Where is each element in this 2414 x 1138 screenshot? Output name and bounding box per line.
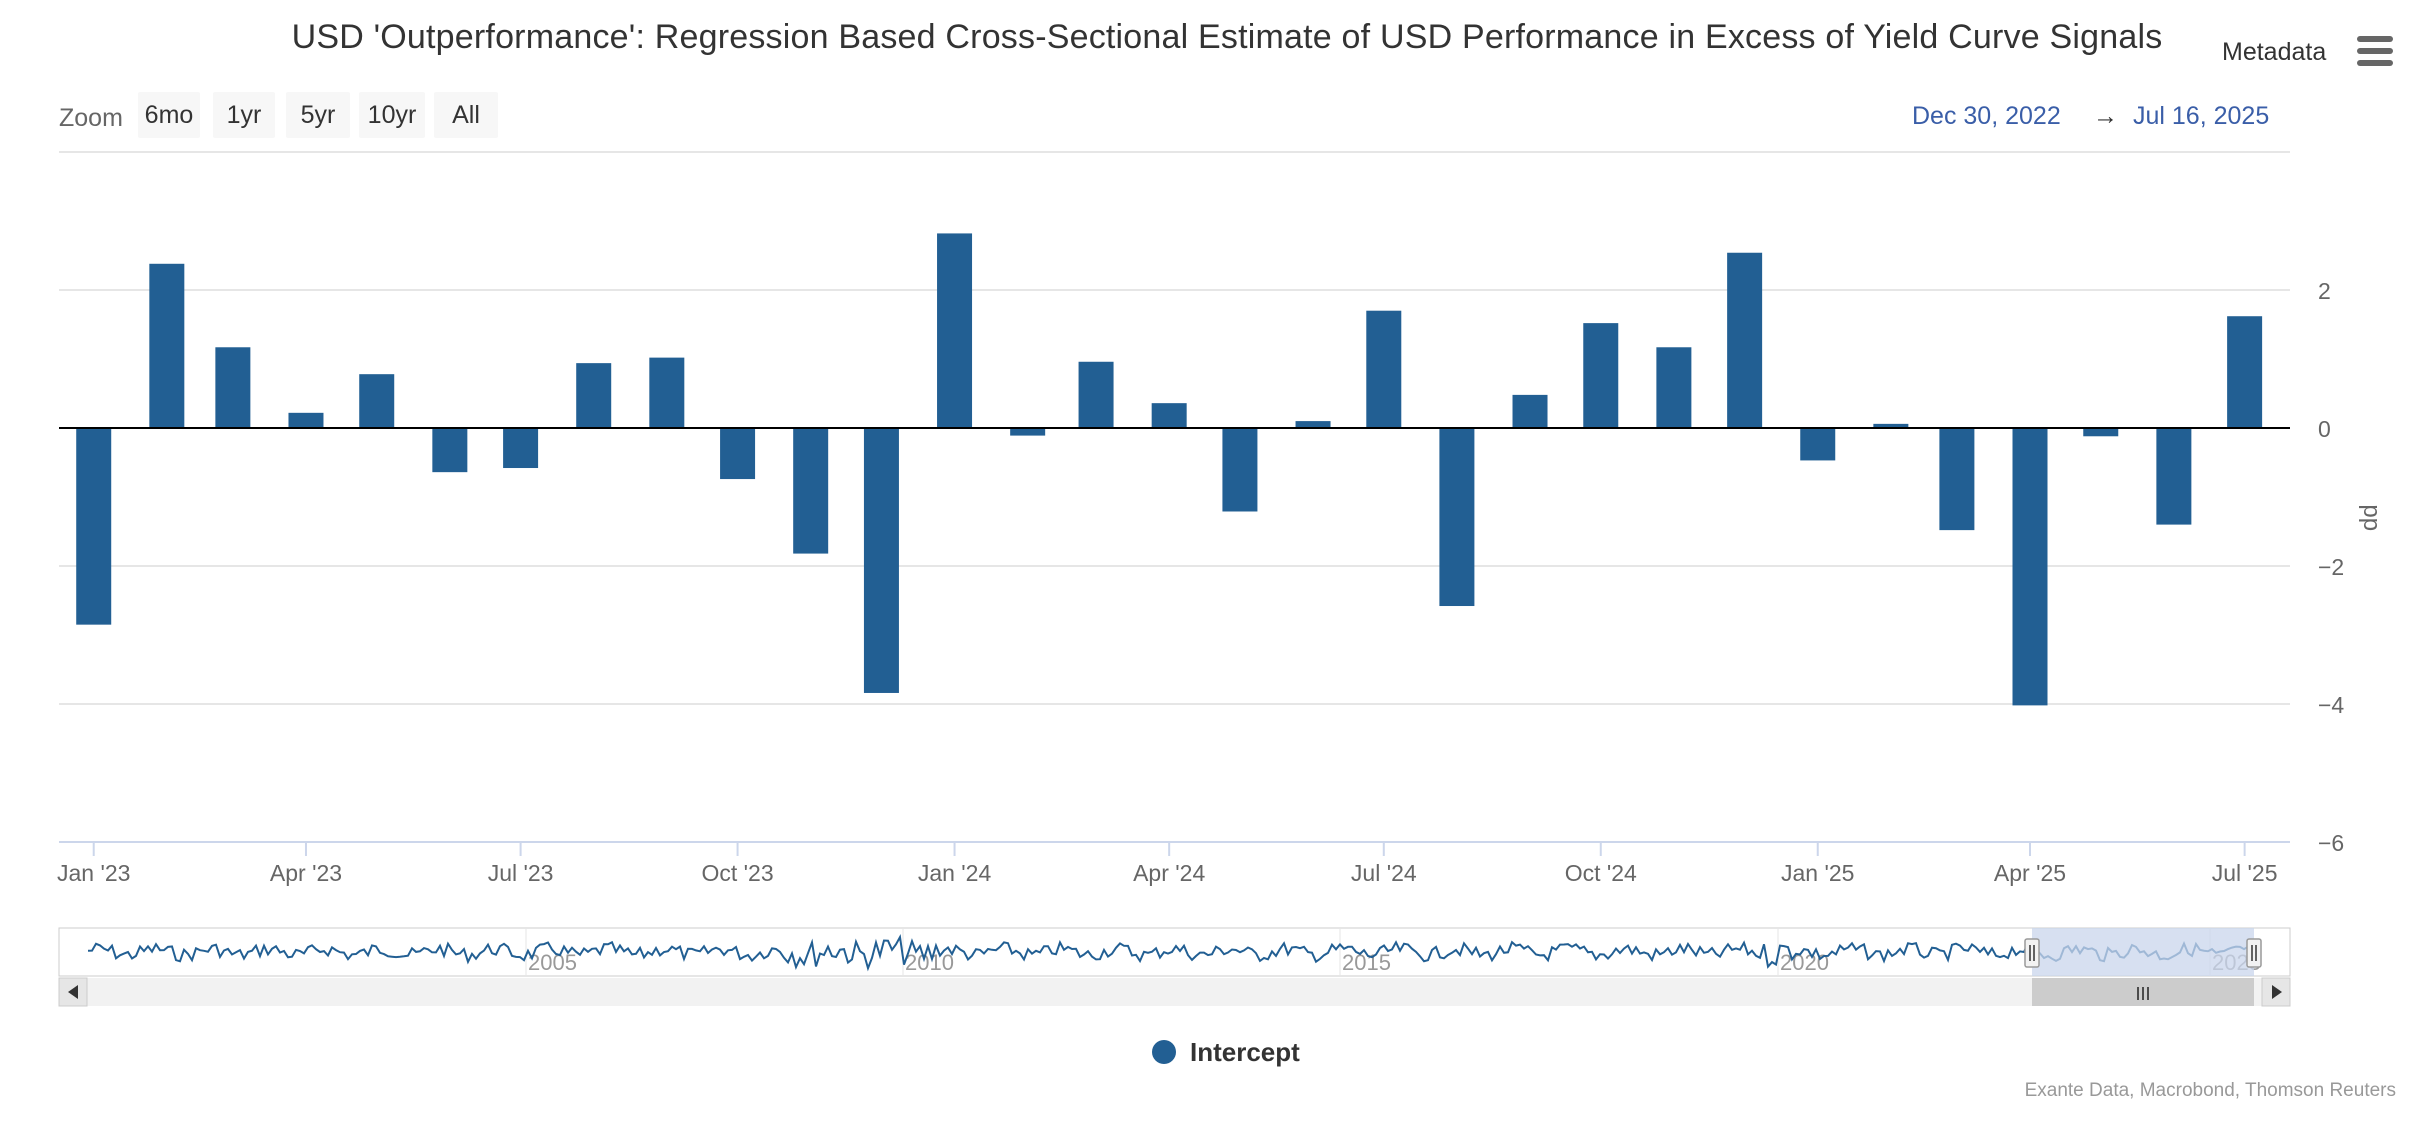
zoom-5yr-button[interactable]: 5yr [286, 92, 350, 138]
x-tick-label: Oct '24 [1565, 860, 1637, 886]
navigator-handle[interactable] [2024, 938, 2040, 968]
bar[interactable] [1295, 421, 1331, 428]
bar[interactable] [1512, 394, 1548, 428]
x-tick-label: Jul '24 [1351, 860, 1417, 886]
x-tick-label: Apr '25 [1994, 860, 2066, 886]
bar[interactable] [2012, 428, 2048, 706]
bar[interactable] [793, 428, 829, 554]
bar[interactable] [1800, 428, 1836, 461]
scrollbar-track[interactable] [59, 978, 2290, 1006]
bar[interactable] [432, 428, 468, 473]
x-tick-label: Apr '24 [1133, 860, 1205, 886]
bar[interactable] [1366, 310, 1402, 428]
y-tick-label: −6 [2318, 830, 2344, 856]
bar[interactable] [576, 363, 612, 428]
x-tick-label: Jul '25 [2212, 860, 2278, 886]
scrollbar-thumb[interactable] [2032, 978, 2254, 1006]
y-tick-label: −2 [2318, 554, 2344, 580]
bar[interactable] [1583, 323, 1619, 428]
chart-credits: Exante Data, Macrobond, Thomson Reuters [2024, 1080, 2396, 1101]
hamburger-menu-icon[interactable] [2357, 36, 2393, 66]
zoom-all-button[interactable]: All [434, 92, 498, 138]
x-tick-label: Jan '23 [57, 860, 130, 886]
bar[interactable] [359, 374, 395, 428]
bar[interactable] [1010, 428, 1046, 436]
y-tick-label: −4 [2318, 692, 2344, 718]
bar[interactable] [1078, 361, 1114, 428]
bar[interactable] [649, 357, 685, 428]
bar[interactable] [503, 428, 539, 469]
zoom-1yr-button[interactable]: 1yr [213, 92, 275, 138]
x-tick-label: Jan '24 [918, 860, 992, 886]
y-tick-label: 0 [2318, 416, 2331, 442]
bar[interactable] [1727, 252, 1763, 428]
scrollbar-grip: III [2135, 984, 2150, 1004]
bar[interactable] [863, 428, 899, 693]
bar[interactable] [1222, 428, 1258, 512]
navigator-series-line [87, 934, 2249, 972]
range-to-date[interactable]: Jul 16, 2025 [2133, 102, 2270, 130]
bar[interactable] [1873, 423, 1909, 428]
bar[interactable] [1439, 428, 1475, 607]
navigator-frame [58, 927, 2291, 977]
metadata-link[interactable]: Metadata [2222, 38, 2327, 66]
bar[interactable] [937, 233, 973, 428]
zoom-10yr-button[interactable]: 10yr [359, 92, 425, 138]
bar[interactable] [2083, 428, 2119, 437]
range-arrow: → [2093, 102, 2118, 130]
navigator-handle[interactable] [2246, 938, 2262, 968]
x-tick-label: Apr '23 [270, 860, 342, 886]
navigator-selection-mask[interactable] [2032, 928, 2254, 976]
chart-title: USD 'Outperformance': Regression Based C… [291, 18, 2163, 56]
bar[interactable] [1939, 428, 1975, 531]
menu-bar [2357, 60, 2393, 66]
chevron-right-icon [2272, 985, 2282, 999]
bar[interactable] [1656, 347, 1692, 428]
bar[interactable] [2227, 316, 2263, 428]
bar[interactable] [76, 428, 112, 625]
legend-item-intercept[interactable]: Intercept [1152, 1036, 1300, 1068]
zoom-6mo-button[interactable]: 6mo [138, 92, 200, 138]
x-tick-label: Jul '23 [488, 860, 554, 886]
menu-bar [2357, 48, 2393, 54]
x-tick-label: Jan '25 [1781, 860, 1854, 886]
menu-bar [2357, 36, 2393, 42]
bar[interactable] [720, 428, 756, 480]
navigator-year-label: 2005 [528, 950, 577, 975]
zoom-label: Zoom [59, 104, 123, 132]
bar[interactable] [149, 263, 185, 428]
range-from-date[interactable]: Dec 30, 2022 [1912, 102, 2061, 130]
x-tick-label: Oct '23 [701, 860, 773, 886]
bar[interactable] [288, 412, 324, 428]
bar[interactable] [1151, 403, 1187, 428]
legend-label: Intercept [1190, 1036, 1300, 1067]
navigator-year-label: 2020 [1780, 950, 1829, 975]
chevron-left-icon [68, 985, 78, 999]
y-axis-title: pp [2358, 504, 2385, 531]
legend-marker [1152, 1040, 1176, 1064]
y-tick-label: 2 [2318, 278, 2331, 304]
bar[interactable] [215, 347, 251, 428]
bar[interactable] [2156, 428, 2192, 525]
